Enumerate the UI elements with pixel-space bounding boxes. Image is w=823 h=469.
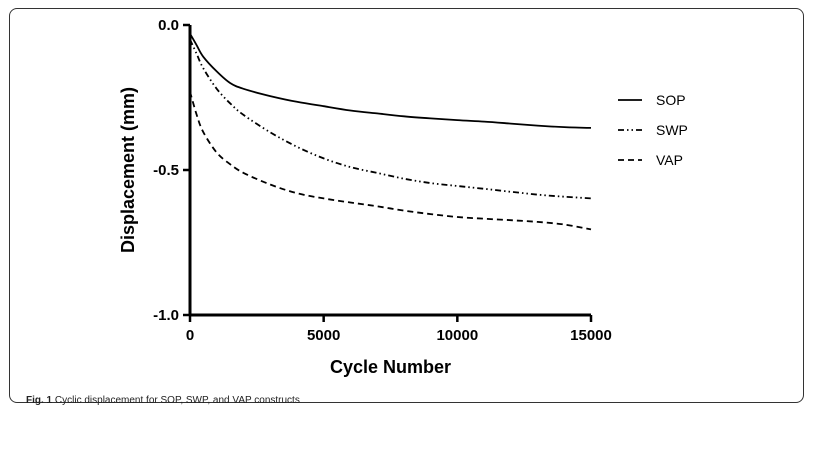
x-tick-label: 10000	[436, 327, 478, 344]
series-layer	[189, 33, 592, 231]
legend-label-swp: SWP	[656, 122, 688, 138]
caption-text: Cyclic displacement for SOP, SWP, and VA…	[54, 395, 300, 406]
figure-label: Fig. 1	[26, 395, 53, 406]
series-line-swp	[189, 39, 592, 200]
chart-legend: SOP SWP VAP	[618, 92, 688, 168]
y-axis-title: Displacement (mm)	[118, 87, 138, 253]
x-axis-title: Cycle Number	[330, 357, 451, 377]
series-line-sop	[189, 33, 592, 129]
series-line-vap	[189, 91, 592, 231]
x-tick-label: 15000	[570, 327, 612, 344]
line-chart: 0 5000 10000 15000 0.0 -0.5 -1.0 SOP SWP VAP Cyc…	[118, 17, 688, 377]
x-tick-label: 5000	[307, 327, 340, 344]
figure-caption: Fig. 1 Cyclic displacement for SOP, SWP,…	[26, 395, 300, 406]
y-tick-label: -1.0	[153, 307, 179, 324]
legend-label-vap: VAP	[656, 152, 683, 168]
x-tick-label: 0	[186, 327, 194, 344]
figure-frame: 0 5000 10000 15000 0.0 -0.5 -1.0 SOP SWP VAP Cyc…	[9, 8, 804, 406]
legend-label-sop: SOP	[656, 92, 686, 108]
chart-axes: 0 5000 10000 15000 0.0 -0.5 -1.0	[153, 17, 612, 344]
y-tick-label: -0.5	[153, 162, 179, 179]
y-tick-label: 0.0	[158, 17, 179, 34]
